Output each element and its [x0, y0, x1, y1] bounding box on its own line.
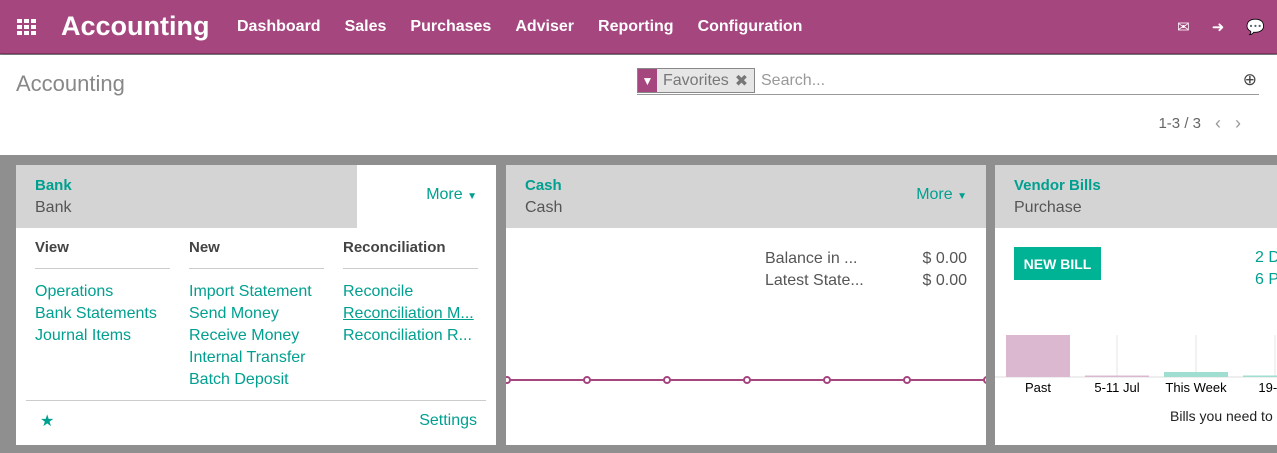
graph-point	[506, 376, 511, 384]
link-send-money[interactable]: Send Money	[189, 305, 279, 322]
card-title[interactable]: Vendor Bills	[1014, 177, 1101, 194]
bar-19-25	[1243, 375, 1277, 377]
bar-Past	[1006, 335, 1070, 377]
new-bill-button[interactable]: NEW BILL	[1014, 247, 1101, 280]
stat-link-2[interactable]: 6 P	[1255, 271, 1277, 288]
caret-down-icon: ▼	[467, 191, 477, 202]
menu-adviser[interactable]: Adviser	[515, 18, 575, 35]
card-subtitle: Bank	[35, 199, 72, 216]
chat-icon[interactable]: 💬	[1246, 19, 1265, 36]
favorite-star-icon[interactable]: ★	[40, 413, 55, 430]
menu-reporting[interactable]: Reporting	[598, 18, 674, 35]
sign-out-icon[interactable]: ➜	[1211, 19, 1225, 36]
link-internal-transfer[interactable]: Internal Transfer	[189, 349, 306, 366]
menu-purchases[interactable]: Purchases	[410, 18, 492, 35]
caret-down-icon: ▼	[957, 191, 967, 202]
card-title[interactable]: Cash	[525, 177, 562, 194]
menu-dashboard[interactable]: Dashboard	[237, 18, 321, 35]
tick-label: This Week	[1165, 380, 1227, 395]
column-header-reconciliation: Reconciliation	[343, 239, 478, 269]
bank-card-header: Bank Bank	[16, 165, 357, 228]
pager-value[interactable]: 1-3 / 3	[1158, 115, 1201, 132]
envelope-icon[interactable]: ✉	[1177, 19, 1190, 36]
bar-5-11 Jul	[1085, 375, 1149, 377]
pager-previous-icon[interactable]: ‹	[1215, 113, 1221, 133]
search-bar[interactable]: ▼ Favorites ✖ Search... ⊕	[637, 68, 1259, 95]
menu-configuration[interactable]: Configuration	[697, 18, 803, 35]
card-title[interactable]: Bank	[35, 177, 72, 194]
column-header-new: New	[189, 239, 324, 269]
link-journal-items[interactable]: Journal Items	[35, 327, 132, 344]
column-header-view: View	[35, 239, 170, 269]
bar-This Week	[1164, 372, 1228, 377]
vendor-bills-card: Vendor Bills Purchase NEW BILL 2 D 6 P P…	[995, 165, 1277, 445]
card-subtitle: Purchase	[1014, 199, 1082, 216]
cash-line-graph	[506, 376, 986, 384]
more-dropdown[interactable]: More ▼	[916, 186, 967, 204]
card-subtitle: Cash	[525, 199, 563, 216]
link-operations[interactable]: Operations	[35, 283, 114, 300]
balance-value: $ 0.00	[922, 250, 967, 267]
breadcrumb: Accounting	[16, 71, 125, 96]
balance-label: Balance in ...	[765, 250, 858, 267]
divider	[26, 400, 486, 401]
graph-point	[743, 376, 751, 384]
graph-point	[823, 376, 831, 384]
more-label: More	[426, 186, 463, 203]
filter-icon: ▼	[638, 69, 657, 92]
search-plus-icon[interactable]: ⊕	[1242, 70, 1257, 89]
link-reconcile[interactable]: Reconcile	[343, 283, 414, 300]
bank-card: Bank Bank More ▼ View Operations Bank St…	[16, 165, 496, 445]
graph-point	[663, 376, 671, 384]
menu-sales[interactable]: Sales	[344, 18, 387, 35]
link-reconciliation-models[interactable]: Reconciliation M...	[343, 305, 474, 322]
graph-point	[583, 376, 591, 384]
latest-statement-label: Latest State...	[765, 272, 864, 289]
tick-label: 5-11 Jul	[1094, 380, 1139, 395]
settings-link[interactable]: Settings	[419, 412, 477, 429]
navbar: Accounting Dashboard Sales Purchases Adv…	[0, 0, 1277, 54]
graph-point	[983, 376, 986, 384]
link-import-statement[interactable]: Import Statement	[189, 283, 312, 300]
link-bank-statements[interactable]: Bank Statements	[35, 305, 157, 322]
link-receive-money[interactable]: Receive Money	[189, 327, 300, 344]
stat-link-1[interactable]: 2 D	[1255, 249, 1277, 266]
tick-label: Past	[1025, 380, 1051, 395]
remove-facet-icon[interactable]: ✖	[734, 72, 749, 90]
more-label: More	[916, 186, 953, 203]
tick-label: 19-25	[1258, 380, 1277, 395]
search-input[interactable]: Search...	[761, 72, 826, 89]
apps-grid-icon[interactable]	[17, 19, 37, 35]
bills-bar-chart: Past 5-11 Jul This Week 19-25	[995, 335, 1277, 395]
vendor-card-header: Vendor Bills Purchase	[995, 165, 1277, 228]
chart-caption: Bills you need to	[1170, 408, 1273, 424]
pager-next-icon[interactable]: ›	[1235, 113, 1241, 133]
facet-label: Favorites	[663, 71, 729, 89]
control-panel: Accounting ▼ Favorites ✖ Search... ⊕ 1-3…	[0, 55, 1277, 155]
link-reconciliation-report[interactable]: Reconciliation R...	[343, 327, 472, 344]
more-dropdown[interactable]: More ▼	[426, 186, 477, 204]
cash-card-header: Cash Cash	[506, 165, 986, 228]
app-brand: Accounting	[61, 11, 210, 41]
cash-card: Cash Cash More ▼ Balance in ... $ 0.00 L…	[506, 165, 986, 445]
graph-point	[903, 376, 911, 384]
link-batch-deposit[interactable]: Batch Deposit	[189, 371, 289, 388]
latest-statement-value: $ 0.00	[922, 272, 967, 289]
search-facet: ▼ Favorites ✖	[637, 68, 756, 93]
